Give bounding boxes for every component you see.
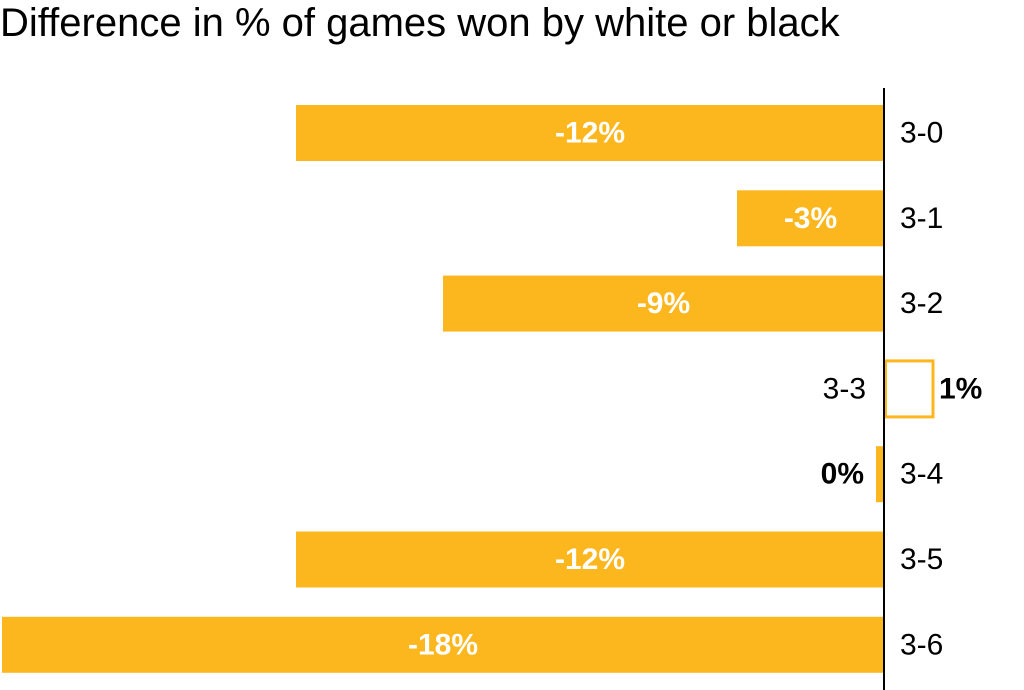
- value-label-3-1: -3%: [784, 202, 837, 235]
- category-label-3-1: 3-1: [900, 202, 943, 235]
- category-label-3-2: 3-2: [900, 287, 943, 320]
- value-label-3-2: -9%: [637, 287, 690, 320]
- bar-3-4: [876, 446, 884, 503]
- category-label-3-6: 3-6: [900, 628, 943, 661]
- category-label-3-4: 3-4: [900, 458, 943, 491]
- bar-3-1: [737, 190, 884, 247]
- value-label-3-0: -12%: [555, 117, 625, 150]
- value-label-3-6: -18%: [408, 628, 478, 661]
- bar-3-3: [884, 359, 935, 419]
- bar-3-6: [2, 616, 884, 673]
- bar-3-5: [296, 531, 884, 588]
- value-label-3-3: 1%: [939, 372, 982, 405]
- value-label-3-4: 0%: [821, 458, 864, 491]
- bar-3-0: [296, 105, 884, 161]
- category-label-3-0: 3-0: [900, 117, 943, 150]
- labels-layer: 3-0 -12% 3-1 -3% 3-2 -9% 3-3 1% 3-4 0% 3-5 -12% 3-6 -…: [408, 117, 982, 662]
- chart-title: Difference in % of games won by white or…: [0, 1, 840, 45]
- category-label-3-3: 3-3: [823, 372, 866, 405]
- bars-layer: [2, 105, 935, 673]
- category-label-3-5: 3-5: [900, 543, 943, 576]
- bar-3-2: [443, 275, 884, 332]
- value-label-3-5: -12%: [555, 543, 625, 576]
